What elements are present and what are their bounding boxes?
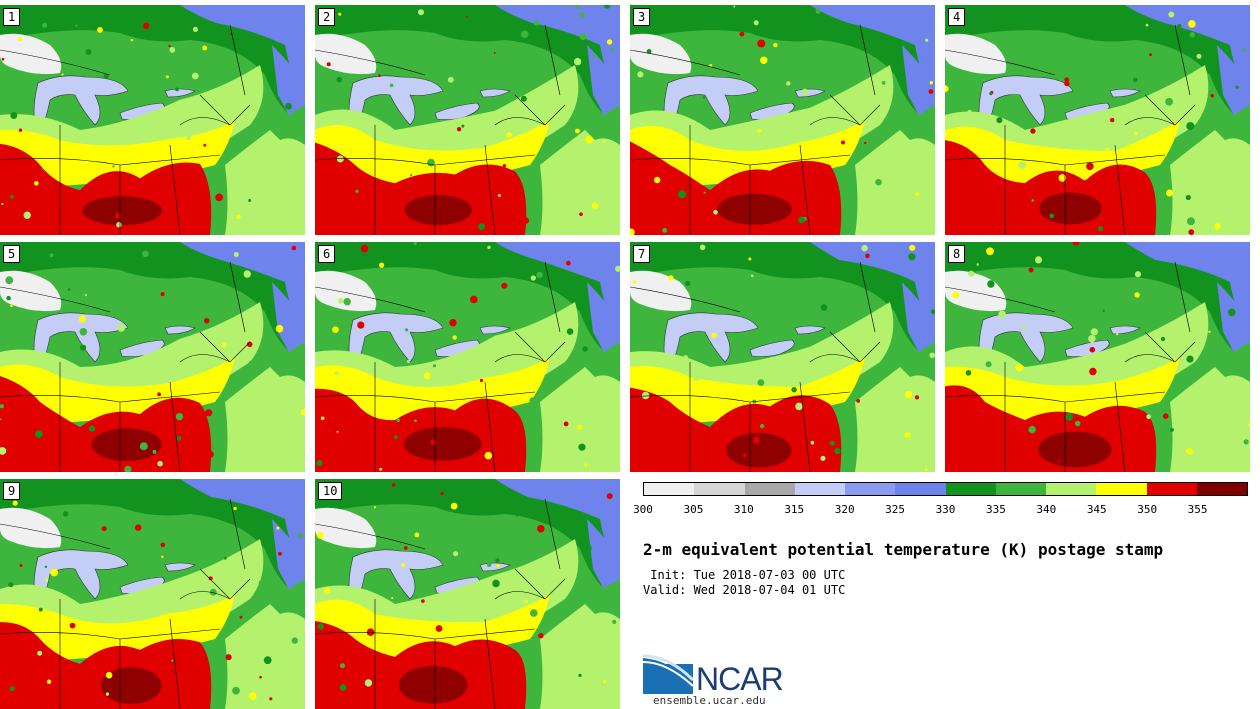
init-time: Init: Tue 2018-07-03 00 UTC <box>643 568 846 582</box>
legend-swatch <box>744 483 795 495</box>
panel-number-label: 6 <box>318 245 336 263</box>
postage-stamp-panel: 6 <box>315 242 620 472</box>
postage-stamp-panel: 10 <box>315 479 620 709</box>
legend-tick-label: 310 <box>733 503 754 516</box>
ensemble-member-map <box>945 5 1250 235</box>
panel-number-label: 4 <box>948 8 966 26</box>
ensemble-member-map <box>630 5 935 235</box>
legend-swatch <box>995 483 1046 495</box>
legend-swatch <box>1046 483 1097 495</box>
ensemble-member-map <box>315 479 620 709</box>
panel-number-label: 7 <box>633 245 651 263</box>
figure-title: 2-m equivalent potential temperature (K)… <box>643 540 1164 559</box>
postage-stamp-panel: 1 <box>0 5 305 235</box>
legend-swatch <box>794 483 845 495</box>
legend-swatch <box>945 483 996 495</box>
legend-swatch <box>895 483 946 495</box>
color-scale-bar <box>643 482 1248 496</box>
legend-tick-label: 355 <box>1187 503 1208 516</box>
panel-number-label: 2 <box>318 8 336 26</box>
ensemble-member-map <box>0 5 305 235</box>
legend-swatch <box>845 483 896 495</box>
panel-number-label: 9 <box>3 482 21 500</box>
panel-number-label: 1 <box>3 8 21 26</box>
legend-tick-label: 350 <box>1137 503 1158 516</box>
panel-number-label: 5 <box>3 245 21 263</box>
legend-tick-label: 325 <box>885 503 906 516</box>
legend-swatch <box>1196 483 1247 495</box>
postage-stamp-panel: 9 <box>0 479 305 709</box>
legend-tick-label: 345 <box>1086 503 1107 516</box>
site-url: ensemble.ucar.edu <box>653 694 766 707</box>
panel-number-label: 3 <box>633 8 651 26</box>
ensemble-member-map <box>0 479 305 709</box>
valid-time: Valid: Wed 2018-07-04 01 UTC <box>643 583 846 597</box>
legend-swatch <box>644 483 695 495</box>
ensemble-member-map <box>315 5 620 235</box>
legend-tick-label: 330 <box>935 503 956 516</box>
legend-tick-label: 320 <box>834 503 855 516</box>
legend-tick-label: 340 <box>1036 503 1057 516</box>
legend-swatch <box>1096 483 1147 495</box>
legend-swatch <box>694 483 745 495</box>
panel-number-label: 10 <box>318 482 343 500</box>
legend-tick-label: 300 <box>633 503 653 516</box>
legend-tick-label: 305 <box>683 503 704 516</box>
legend-tick-label: 315 <box>784 503 805 516</box>
panel-number-label: 8 <box>948 245 966 263</box>
ensemble-member-map <box>315 242 620 472</box>
legend-swatch <box>1146 483 1197 495</box>
ensemble-member-map <box>0 242 305 472</box>
postage-stamp-panel: 5 <box>0 242 305 472</box>
ncar-logo-text: NCAR <box>696 661 784 697</box>
ensemble-member-map <box>630 242 935 472</box>
postage-stamp-panel: 4 <box>945 5 1250 235</box>
postage-stamp-panel: 7 <box>630 242 935 472</box>
legend-tick-label: 335 <box>985 503 1006 516</box>
ncar-logo-icon <box>643 654 693 694</box>
postage-stamp-panel: 2 <box>315 5 620 235</box>
postage-stamp-panel: 8 <box>945 242 1250 472</box>
postage-stamp-panel: 3 <box>630 5 935 235</box>
ensemble-member-map <box>945 242 1250 472</box>
